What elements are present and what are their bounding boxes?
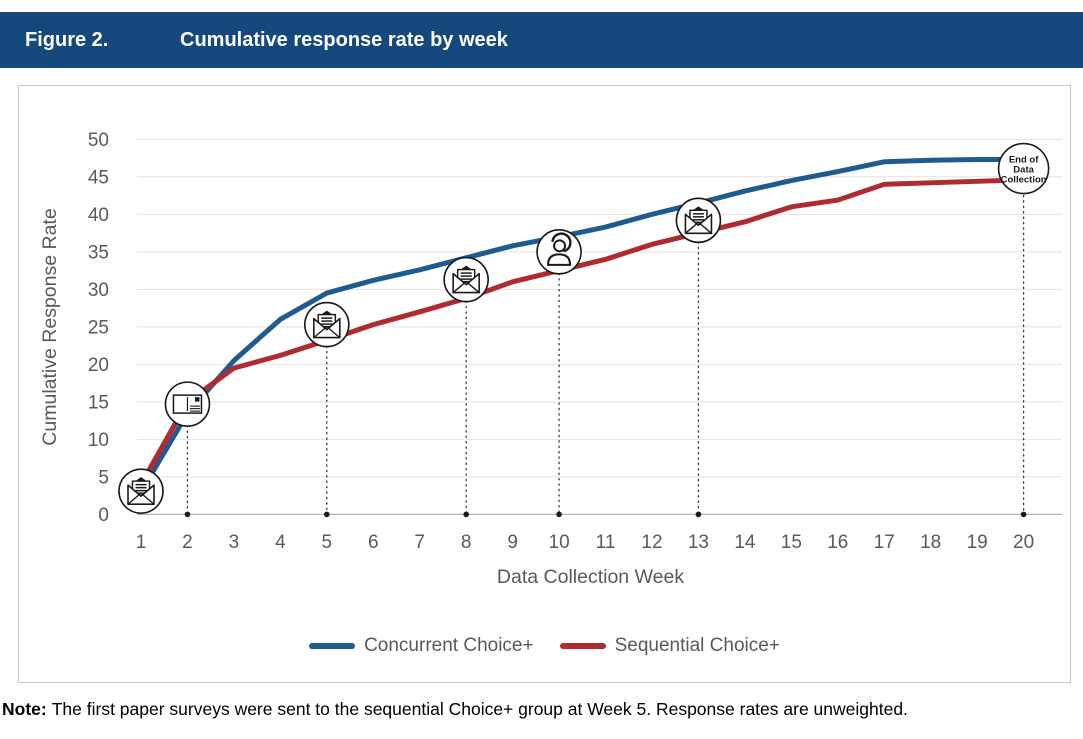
x-tick-label: 17 [874, 532, 895, 553]
y-tick-label: 0 [98, 505, 109, 526]
x-tick-label: 1 [136, 532, 147, 553]
x-tick-label: 7 [414, 532, 425, 553]
figure-header: Figure 2. Cumulative response rate by we… [0, 12, 1083, 68]
event-baseline-dot-week-13 [695, 511, 702, 518]
x-tick-label: 10 [549, 532, 570, 553]
x-tick-label: 4 [275, 532, 286, 553]
postcard-icon-week-2 [164, 381, 211, 427]
x-tick-label: 15 [781, 532, 802, 553]
note-label: Note: [2, 699, 47, 719]
x-tick-label: 9 [507, 532, 518, 553]
series-line-sequential-choice [138, 177, 1027, 487]
x-tick-label: 6 [368, 532, 379, 553]
y-tick-label: 25 [88, 317, 109, 338]
x-tick-label: 14 [734, 532, 756, 553]
event-baseline-dot-week-8 [463, 511, 469, 518]
legend-swatch-sequential [559, 643, 606, 649]
y-tick-label: 15 [88, 392, 109, 413]
legend-label-sequential: Sequential Choice+ [614, 635, 780, 656]
legend-label-concurrent: Concurrent Choice+ [364, 635, 534, 656]
y-tick-label: 50 [88, 130, 109, 151]
end-circle-text: End of [1009, 155, 1039, 166]
x-tick-label: 8 [461, 532, 472, 553]
person-headset-icon-week-10 [535, 228, 583, 276]
legend-item-sequential-choice: Sequential Choice+ [559, 635, 780, 657]
x-tick-label: 16 [827, 532, 848, 553]
end-circle [997, 142, 1050, 195]
event-baseline-dot-week-10 [556, 511, 562, 518]
y-tick-label: 45 [88, 167, 109, 188]
figure-title: Cumulative response rate by week [180, 28, 508, 51]
x-tick-label: 3 [229, 532, 240, 553]
event-baseline-dot-week-2 [184, 511, 191, 518]
x-tick-label: 12 [641, 532, 662, 553]
end-circle-text: Data [1013, 165, 1034, 176]
x-tick-label: 20 [1013, 532, 1034, 553]
x-tick-label: 11 [596, 532, 616, 553]
legend-item-concurrent-choice: Concurrent Choice+ [309, 635, 534, 657]
note-text: The first paper surveys were sent to the… [51, 699, 908, 719]
x-tick-label: 18 [920, 532, 941, 553]
event-baseline-dot-week-20 [1020, 511, 1027, 518]
x-tick-label: 19 [967, 532, 988, 553]
open-envelope-icon-week-1 [118, 468, 164, 514]
end-circle-text: Collection [1001, 175, 1047, 186]
event-baseline-dot-week-5 [324, 511, 330, 518]
figure-note: Note: The first paper surveys were sent t… [2, 699, 1081, 720]
chart-panel: 0 5 10 15 20 25 30 35 40 45 50 1 2 3 4 5 6 7 8 9 10 11 12 13 14 1… [18, 85, 1071, 683]
legend-swatch-concurrent [309, 643, 356, 649]
y-tick-label: 35 [88, 242, 109, 263]
y-tick-label: 40 [88, 205, 109, 226]
y-tick-label: 20 [88, 355, 109, 376]
x-tick-label: 13 [688, 532, 709, 553]
series-line-concurrent-choice [138, 157, 1027, 495]
open-envelope-icon-week-5 [304, 301, 350, 348]
y-tick-label: 10 [88, 430, 109, 451]
open-envelope-icon-week-13 [675, 197, 722, 244]
y-tick-label: 30 [88, 280, 109, 301]
x-tick-label: 2 [182, 532, 193, 553]
y-axis-title: Cumulative Response Rate [39, 208, 61, 445]
x-axis-title: Data Collection Week [497, 566, 684, 588]
x-tick-label: 5 [322, 532, 333, 553]
open-envelope-icon-week-8 [443, 256, 489, 303]
y-tick-label: 5 [98, 467, 109, 488]
chart-legend: Concurrent Choice+ Sequential Choice+ [19, 632, 1070, 660]
figure-number-label: Figure 2. [25, 28, 109, 51]
